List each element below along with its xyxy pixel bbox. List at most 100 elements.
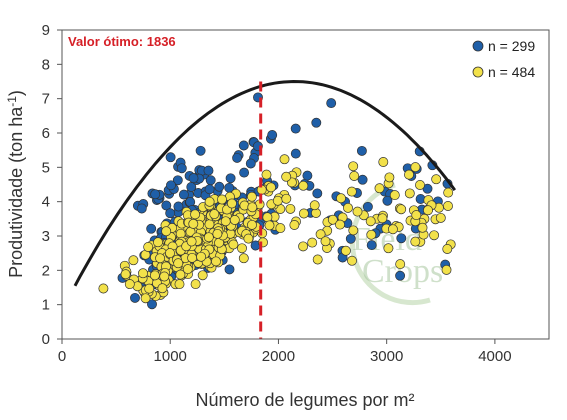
y-tick-label: 8 [42,56,50,73]
data-point-yellow [128,255,139,266]
x-tick-label: 1000 [154,348,187,365]
y-tick-label: 1 [42,297,50,314]
data-point-blue [176,163,187,174]
data-point-yellow [187,252,198,263]
data-point-blue [146,223,157,234]
data-point-blue [238,140,249,151]
data-point-yellow [203,232,214,243]
data-point-blue [178,189,189,200]
data-point-yellow [404,188,415,199]
data-point-yellow [262,212,273,223]
y-axis-title-main: Produtividade (ton ha [6,106,26,278]
data-point-yellow [197,270,208,281]
x-tick-label: 3000 [370,348,403,365]
data-point-yellow [281,193,292,204]
x-axis-ticks: 0 1000 2000 3000 4000 [58,339,512,365]
data-point-yellow [389,190,400,201]
data-point-yellow [435,212,446,223]
data-point-blue [203,165,214,176]
data-point-blue [357,174,368,185]
y-tick-label: 9 [42,22,50,39]
data-point-blue [362,201,373,212]
scatter-points [98,92,456,310]
data-point-yellow [153,237,163,248]
data-point-yellow [175,269,186,280]
data-point-blue [205,175,216,186]
data-point-yellow [272,195,283,206]
data-point-yellow [237,243,247,254]
data-point-yellow [309,200,320,211]
data-point-yellow [157,283,168,294]
data-point-blue [396,233,407,244]
data-point-yellow [285,203,296,214]
data-point-yellow [336,193,346,204]
legend: n = 299 n = 484 [472,38,535,80]
y-axis-title: Produtividade (ton ha-1) [5,90,26,278]
legend-marker-yellow [472,66,484,78]
data-point-yellow [349,171,360,181]
data-point-yellow [204,219,215,230]
data-point-yellow [275,223,286,234]
data-point-yellow [188,218,199,229]
data-point-yellow [346,186,357,197]
data-point-yellow [387,224,398,235]
data-point-yellow [343,202,353,213]
data-point-yellow [204,196,215,207]
data-point-yellow [211,256,221,267]
data-point-yellow [431,174,442,185]
data-point-blue [214,181,225,192]
data-point-blue [290,123,301,134]
data-point-blue [161,200,172,211]
data-point-yellow [396,204,407,215]
data-point-yellow [298,208,309,219]
data-point-yellow [335,219,345,230]
x-tick-label: 4000 [478,348,511,365]
data-point-yellow [196,251,207,262]
data-point-blue [245,158,256,169]
data-point-yellow [383,243,394,254]
data-point-blue [267,130,278,140]
data-point-blue [150,189,161,200]
plot-frame [61,29,550,340]
data-point-yellow [443,201,453,211]
data-point-yellow [144,283,155,294]
data-point-yellow [261,169,272,180]
data-point-yellow [182,264,193,275]
data-point-yellow [246,191,257,202]
optimum-annotation: Valor ótimo: 1836 [68,34,176,49]
data-point-yellow [320,236,331,247]
data-point-yellow [441,264,452,275]
data-point-blue [172,175,183,186]
data-point-blue [195,145,206,156]
data-point-yellow [149,270,160,281]
data-point-yellow [417,222,428,233]
data-point-yellow [161,226,172,237]
data-point-blue [188,173,199,184]
data-point-yellow [243,233,254,244]
data-point-yellow [298,180,309,191]
data-point-blue [356,145,367,156]
data-point-blue [185,197,196,207]
data-point-yellow [404,169,414,180]
data-point-blue [165,152,176,163]
data-point-yellow [212,228,223,239]
data-point-blue [173,201,184,212]
data-point-yellow [165,248,175,259]
y-axis-ticks: 0 1 2 3 4 5 6 7 8 9 [42,22,62,348]
data-point-blue [165,208,176,219]
data-point-yellow [348,161,359,172]
data-point-yellow [315,229,326,240]
data-point-blue [326,98,337,109]
data-point-yellow [410,236,421,247]
data-point-yellow [159,271,170,282]
data-point-yellow [415,180,425,190]
x-tick-label: 2000 [262,348,295,365]
data-point-yellow [327,214,338,225]
data-point-yellow [395,259,406,270]
x-axis-title: Número de legumes por m² [195,390,414,410]
data-point-yellow [217,194,227,205]
data-point-blue [204,184,215,195]
data-point-blue [311,117,322,128]
y-tick-label: 2 [42,262,50,279]
data-point-yellow [174,279,185,290]
